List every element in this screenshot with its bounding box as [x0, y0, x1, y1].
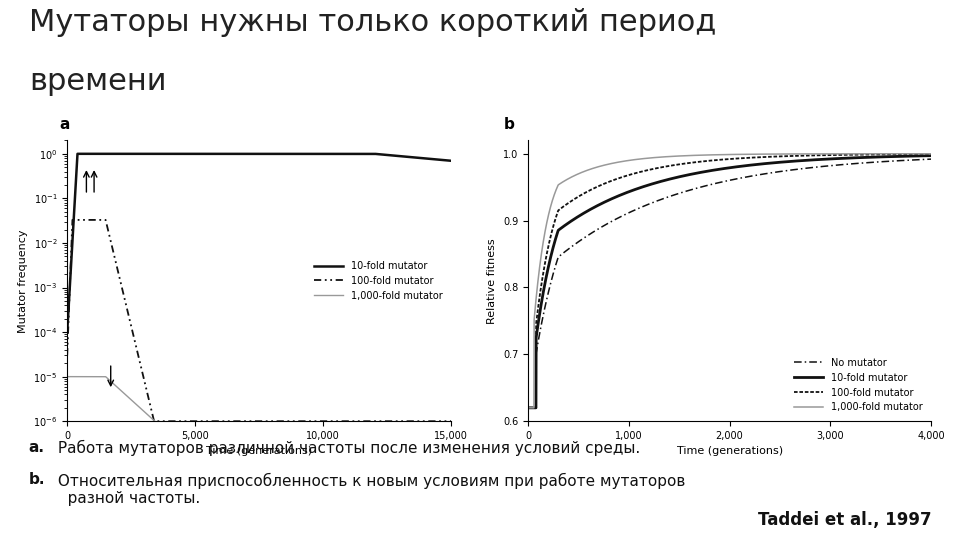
- 10-fold mutator: [311, 151, 323, 157]
- 10-fold mutator: [208, 151, 220, 157]
- 100-fold mutator: [445, 418, 457, 424]
- 100-fold mutator: [132, 347, 143, 354]
- Y-axis label: Relative fitness: Relative fitness: [488, 238, 497, 323]
- Text: b: b: [504, 117, 515, 132]
- Legend: No mutator, 10-fold mutator, 100-fold mutator, 1,000-fold mutator: No mutator, 10-fold mutator, 100-fold mu…: [790, 354, 926, 416]
- 1,000-fold mutator: [445, 463, 457, 469]
- No mutator: [925, 156, 937, 163]
- Line: 10-fold mutator: 10-fold mutator: [528, 156, 931, 408]
- 100-fold mutator: [695, 158, 707, 165]
- 100-fold mutator: [208, 418, 220, 424]
- 100-fold mutator: [311, 418, 323, 424]
- No mutator: [913, 157, 924, 163]
- 1,000-fold mutator: [695, 152, 707, 158]
- 1,000-fold mutator: [815, 151, 827, 157]
- 1,000-fold mutator: [208, 463, 220, 469]
- Y-axis label: Mutator frequency: Mutator frequency: [17, 229, 28, 333]
- Text: Относительная приспособленность к новым условиям при работе мутаторов
   разной : Относительная приспособленность к новым …: [53, 472, 685, 506]
- 1,000-fold mutator: [714, 151, 726, 158]
- Line: 100-fold mutator: 100-fold mutator: [528, 154, 931, 408]
- 1,000-fold mutator: [311, 463, 323, 469]
- 100-fold mutator: [522, 404, 534, 411]
- Text: Taddei et al., 1997: Taddei et al., 1997: [757, 511, 931, 529]
- 10-fold mutator: [72, 151, 84, 157]
- Text: Мутаторы нужны только короткий период: Мутаторы нужны только короткий период: [29, 8, 716, 37]
- 10-fold mutator: [61, 329, 73, 335]
- Legend: 10-fold mutator, 100-fold mutator, 1,000-fold mutator: 10-fold mutator, 100-fold mutator, 1,000…: [310, 257, 446, 305]
- Text: Работа мутаторов различной частоты после изменения условий среды.: Работа мутаторов различной частоты после…: [53, 440, 640, 456]
- 100-fold mutator: [925, 151, 937, 157]
- Text: a: a: [60, 117, 70, 132]
- 1,000-fold mutator: [913, 151, 924, 157]
- Line: 100-fold mutator: 100-fold mutator: [67, 220, 451, 421]
- 1,000-fold mutator: [377, 463, 389, 469]
- Line: No mutator: No mutator: [528, 159, 931, 408]
- 1,000-fold mutator: [61, 373, 73, 380]
- Text: a.: a.: [29, 440, 45, 455]
- 100-fold mutator: [292, 418, 303, 424]
- Text: b.: b.: [29, 472, 45, 488]
- 100-fold mutator: [348, 418, 360, 424]
- No mutator: [522, 404, 534, 411]
- 1,000-fold mutator: [925, 151, 937, 157]
- No mutator: [893, 158, 904, 164]
- 1,000-fold mutator: [292, 463, 303, 469]
- 10-fold mutator: [377, 151, 389, 158]
- 10-fold mutator: [695, 169, 707, 176]
- 100-fold mutator: [66, 217, 78, 223]
- 100-fold mutator: [893, 151, 904, 158]
- 1,000-fold mutator: [522, 404, 534, 411]
- 10-fold mutator: [913, 153, 924, 159]
- 10-fold mutator: [348, 151, 360, 157]
- Line: 1,000-fold mutator: 1,000-fold mutator: [67, 376, 451, 466]
- 100-fold mutator: [913, 151, 924, 157]
- 1,000-fold mutator: [691, 152, 703, 159]
- 10-fold mutator: [445, 158, 457, 164]
- 1,000-fold mutator: [132, 402, 143, 408]
- 10-fold mutator: [292, 151, 303, 157]
- 10-fold mutator: [893, 153, 904, 160]
- 10-fold mutator: [815, 156, 827, 163]
- X-axis label: Time (generations): Time (generations): [206, 447, 312, 456]
- Line: 1,000-fold mutator: 1,000-fold mutator: [528, 154, 931, 408]
- 100-fold mutator: [148, 418, 159, 424]
- No mutator: [714, 179, 726, 186]
- 10-fold mutator: [691, 170, 703, 176]
- 1,000-fold mutator: [893, 151, 904, 157]
- 1,000-fold mutator: [348, 463, 360, 469]
- X-axis label: Time (generations): Time (generations): [677, 447, 782, 456]
- 100-fold mutator: [377, 418, 389, 424]
- 100-fold mutator: [714, 157, 726, 163]
- No mutator: [815, 164, 827, 170]
- Text: времени: времени: [29, 68, 166, 97]
- No mutator: [691, 185, 703, 191]
- 1,000-fold mutator: [198, 463, 209, 469]
- 100-fold mutator: [691, 159, 703, 165]
- 100-fold mutator: [61, 352, 73, 359]
- 100-fold mutator: [815, 152, 827, 158]
- 10-fold mutator: [714, 166, 726, 172]
- No mutator: [695, 184, 707, 191]
- 10-fold mutator: [132, 151, 143, 157]
- 10-fold mutator: [925, 152, 937, 159]
- Line: 10-fold mutator: 10-fold mutator: [67, 154, 451, 332]
- 10-fold mutator: [522, 404, 534, 411]
